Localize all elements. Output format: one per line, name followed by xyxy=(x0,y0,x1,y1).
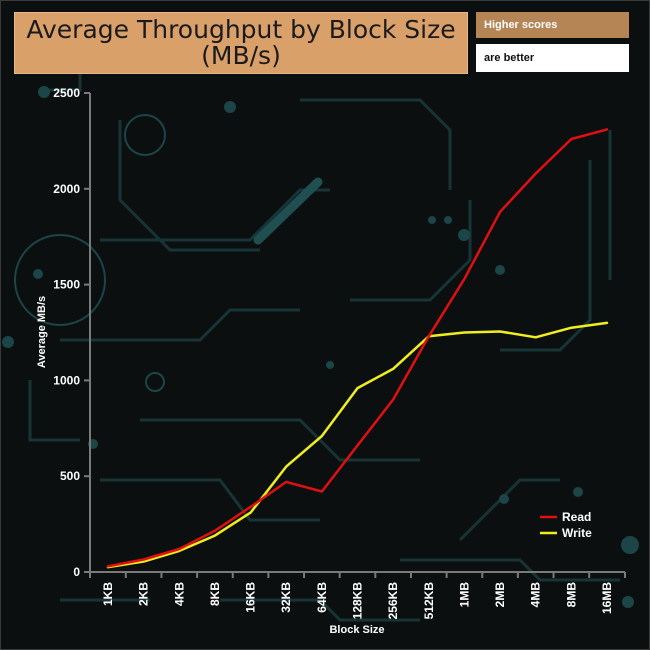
y-tick-label: 1500 xyxy=(53,278,80,292)
x-axis-title: Block Size xyxy=(329,624,384,636)
y-tick-label: 0 xyxy=(73,565,80,579)
x-tick-label: 256KB xyxy=(386,582,400,620)
are-better-badge: are better xyxy=(476,44,629,72)
series-line-write xyxy=(106,321,609,569)
y-axis-title: Average MB/s xyxy=(36,296,48,368)
x-tick-label: 512KB xyxy=(422,582,436,620)
series-lines xyxy=(106,128,609,569)
y-tick-label: 1000 xyxy=(53,373,80,387)
x-tick-label: 8MB xyxy=(564,582,578,608)
legend: Read Write xyxy=(540,510,592,540)
chart-title-line2: (MB/s) xyxy=(201,41,281,70)
x-tick-label: 1KB xyxy=(101,582,115,606)
x-axis: 1KB 2KB 4KB 8KB 16KB 32KB 64KB 128KB 256KB 512KB 1… xyxy=(89,571,626,620)
x-tick-label: 32KB xyxy=(279,582,293,613)
y-tick-label: 500 xyxy=(60,469,80,483)
x-tick-label: 16KB xyxy=(244,582,258,613)
higher-scores-badge: Higher scores xyxy=(476,12,629,38)
x-tick-label: 128KB xyxy=(351,582,365,620)
chart-title: Average Throughput by Block Size (MB/s) xyxy=(14,12,468,74)
x-tick-label: 2MB xyxy=(493,582,507,608)
legend-label-read: Read xyxy=(562,510,591,524)
x-tick-label: 8KB xyxy=(208,582,222,606)
series-line-read xyxy=(106,128,609,568)
x-tick-label: 64KB xyxy=(315,582,329,613)
y-axis: 0 500 1000 1500 2000 2500 xyxy=(53,86,91,579)
x-tick-label: 16MB xyxy=(600,582,614,614)
legend-label-write: Write xyxy=(562,526,592,540)
x-tick-label: 4MB xyxy=(529,582,543,608)
x-tick-label: 2KB xyxy=(137,582,151,606)
x-tick-label: 1MB xyxy=(457,582,471,608)
chart-title-line1: Average Throughput by Block Size xyxy=(26,15,456,44)
y-tick-label: 2500 xyxy=(53,86,80,100)
y-tick-label: 2000 xyxy=(53,182,80,196)
x-tick-label: 4KB xyxy=(172,582,186,606)
